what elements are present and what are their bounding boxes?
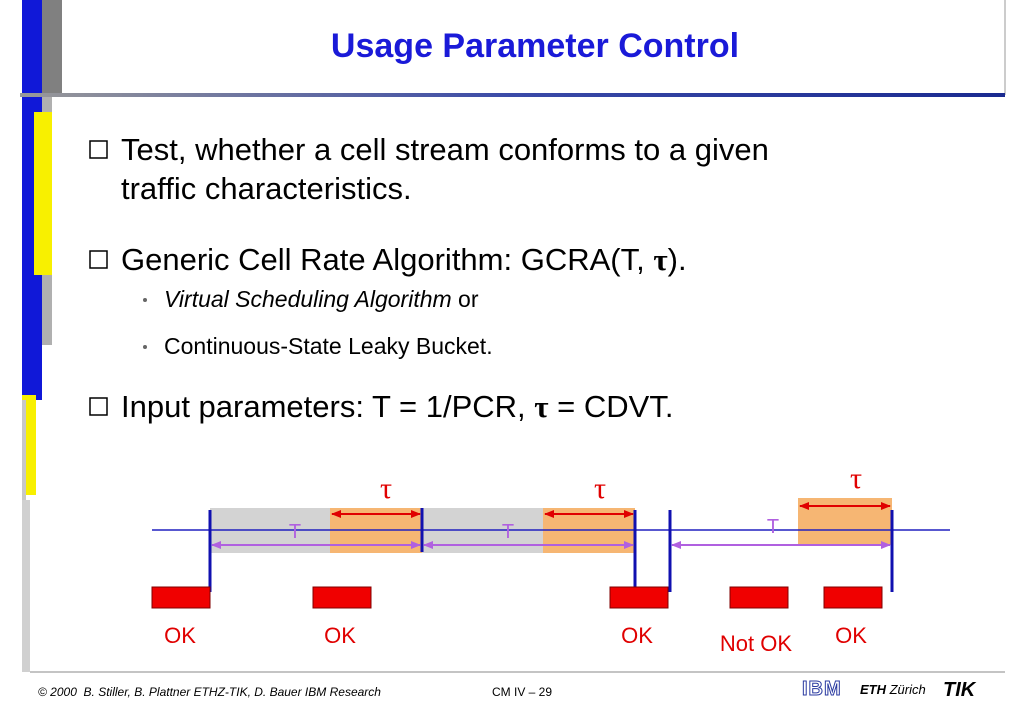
footer-page: CM IV – 29: [492, 685, 552, 699]
eth-logo: ETH Zürich: [860, 682, 926, 697]
bullet-box: [89, 250, 108, 269]
sub-bullet-dot: [143, 345, 147, 349]
period-label: T: [502, 521, 514, 543]
period-label: T: [767, 516, 779, 538]
bullet-text: traffic characteristics.: [121, 171, 412, 206]
tau: τ: [534, 389, 548, 424]
text-run: Input parameters: T = 1/PCR,: [121, 389, 534, 424]
text-run: = CDVT.: [549, 389, 674, 424]
bullet-box: [89, 397, 108, 416]
title-rule: [20, 93, 1005, 97]
right-edge: [1004, 0, 1006, 95]
period-label: T: [289, 521, 301, 543]
tau-label: τ: [594, 472, 606, 505]
cell: [312, 586, 372, 609]
cell-label: OK: [621, 623, 653, 648]
bullet-box: [89, 140, 108, 159]
tau: τ: [653, 242, 667, 277]
text-run: ).: [668, 242, 687, 277]
cell: [729, 586, 789, 609]
text-run: or: [452, 286, 479, 312]
text-run: ETH: [860, 682, 887, 697]
cell-label: OK: [164, 623, 196, 648]
cell-label: OK: [835, 623, 867, 648]
cell: [823, 586, 883, 609]
sub-bullet-text: Virtual Scheduling Algorithm or: [164, 286, 479, 312]
ibm-logo: IBM: [802, 678, 842, 700]
gcra-diagram: τ τ τ T T T OK OK OK Not OK OK: [151, 462, 950, 656]
text-run: Zürich: [886, 682, 926, 697]
tau-label: τ: [850, 462, 862, 495]
cell-label: OK: [324, 623, 356, 648]
footer-copyright: © 2000 B. Stiller, B. Plattner ETHZ-TIK,…: [38, 685, 381, 699]
left-decoration: [0, 0, 62, 708]
tik-logo: TIK: [943, 679, 977, 701]
cell: [151, 586, 211, 609]
bullet-text: Generic Cell Rate Algorithm: GCRA(T, τ).: [121, 242, 687, 277]
cell-label: Not OK: [720, 631, 792, 656]
bullet-text: Input parameters: T = 1/PCR, τ = CDVT.: [121, 389, 673, 424]
sub-bullet-text: Continuous-State Leaky Bucket.: [164, 333, 493, 359]
cell: [609, 586, 669, 609]
bullet-text: Test, whether a cell stream conforms to …: [121, 132, 769, 167]
text-run: Virtual Scheduling Algorithm: [164, 286, 452, 312]
slide-title: Usage Parameter Control: [331, 27, 739, 65]
tau-label: τ: [380, 472, 392, 505]
sub-bullet-dot: [143, 298, 147, 302]
text-run: Generic Cell Rate Algorithm: GCRA(T,: [121, 242, 653, 277]
